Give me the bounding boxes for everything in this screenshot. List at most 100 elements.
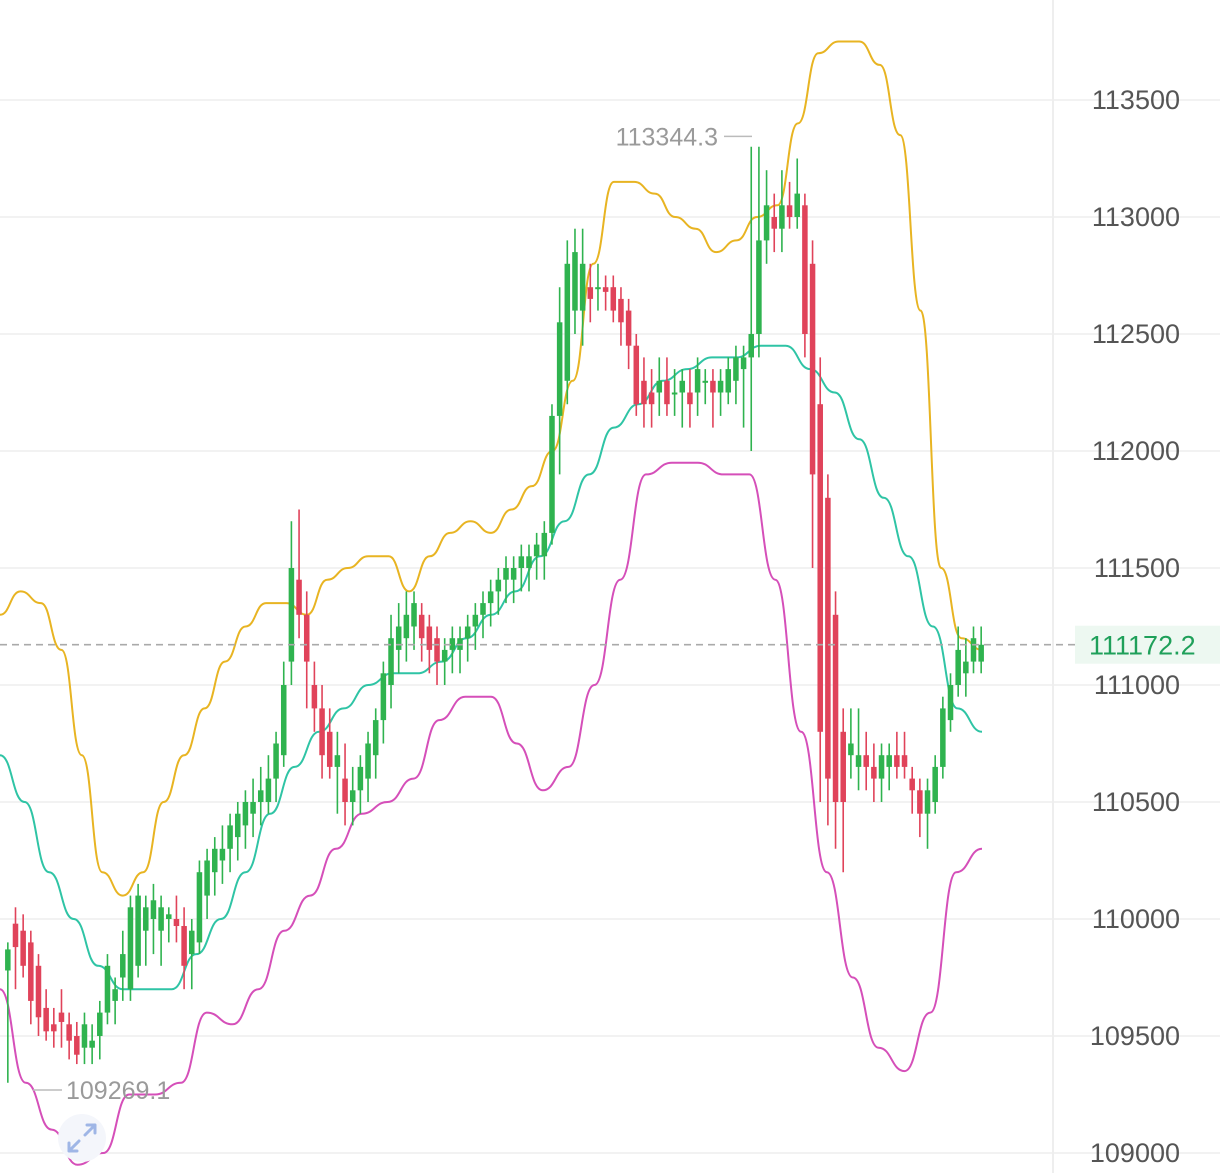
candle-body: [150, 900, 157, 919]
candle-body: [227, 825, 233, 849]
candle: [794, 158, 800, 229]
y-tick-label: 110500: [1092, 787, 1180, 817]
candle-body: [963, 661, 969, 674]
candle-body: [403, 614, 410, 639]
candle: [280, 661, 287, 767]
candle-body: [687, 392, 693, 405]
expand-icon[interactable]: [58, 1114, 106, 1162]
candle: [924, 778, 931, 849]
high-price-annotation: 113344.3: [616, 123, 718, 151]
candle: [411, 591, 417, 650]
candle: [579, 228, 586, 346]
candle-body: [296, 579, 302, 615]
candle-body: [679, 380, 686, 393]
candle: [457, 626, 463, 674]
candle: [779, 170, 785, 253]
candle-body: [533, 544, 540, 557]
candle-body: [771, 217, 777, 229]
candle: [303, 591, 310, 709]
candle: [357, 755, 364, 814]
candle-body: [311, 685, 318, 709]
candle: [871, 743, 877, 802]
candle: [694, 357, 701, 416]
candle: [564, 240, 571, 405]
candle-body: [127, 907, 134, 990]
candle: [786, 181, 793, 229]
candle: [802, 193, 808, 358]
candle-body: [257, 790, 264, 802]
candle-body: [372, 720, 379, 756]
candle-body: [664, 380, 670, 405]
candle: [464, 614, 471, 662]
candle: [671, 369, 678, 416]
candle: [388, 614, 394, 709]
grid-lines: [0, 99, 1220, 1154]
candle: [533, 532, 540, 580]
candle-body: [733, 357, 739, 381]
candle-body: [12, 923, 19, 948]
candle-body: [871, 766, 877, 779]
candle-body: [418, 614, 425, 639]
candle-body: [158, 907, 164, 931]
candle-body: [671, 392, 678, 395]
candle: [365, 731, 371, 802]
last-price-marker: 111172.2: [0, 625, 1220, 664]
candle-body: [250, 802, 256, 814]
candle-body: [840, 731, 846, 802]
candle-body: [196, 872, 203, 943]
candle: [181, 907, 187, 990]
candle-body: [909, 778, 915, 791]
candle-body: [894, 755, 900, 767]
candle-body: [20, 930, 26, 966]
candle-body: [334, 755, 341, 767]
candle-body: [579, 263, 586, 311]
candle-body: [273, 743, 279, 779]
candle-body: [319, 708, 325, 756]
candle-body: [549, 415, 555, 533]
candle-body: [901, 755, 908, 767]
candle: [58, 989, 65, 1048]
candle-body: [625, 310, 632, 346]
candle: [326, 708, 333, 779]
candle-body: [748, 334, 755, 358]
bollinger-bands: [0, 40, 983, 1166]
candles: [5, 146, 984, 1083]
y-tick-label: 109500: [1090, 1021, 1180, 1051]
candle: [296, 509, 302, 639]
candle-body: [556, 322, 563, 416]
candle: [618, 287, 624, 346]
candle: [150, 883, 157, 955]
candle: [189, 919, 195, 990]
candle: [656, 357, 663, 416]
candle-body: [710, 380, 716, 393]
candle: [257, 766, 264, 826]
y-tick-label: 111000: [1094, 670, 1180, 700]
candle-body: [848, 743, 854, 756]
candle-body: [510, 568, 517, 580]
candle: [426, 614, 433, 674]
candle-body: [817, 404, 823, 732]
candle-body: [832, 614, 839, 802]
candle-body: [618, 298, 624, 323]
candle: [319, 685, 325, 779]
candle: [173, 895, 180, 943]
candle: [127, 895, 134, 1001]
candle-body: [28, 942, 34, 1001]
candle-body: [58, 1012, 65, 1022]
candle-body: [51, 1024, 57, 1032]
candle: [81, 1012, 88, 1065]
candle: [840, 708, 846, 873]
y-tick-label: 113000: [1092, 202, 1180, 232]
candle: [227, 813, 233, 873]
last-price-box: [1075, 625, 1220, 664]
candle-body: [694, 369, 701, 393]
candle: [909, 766, 915, 814]
candle-body: [5, 949, 11, 971]
candle-body: [725, 369, 732, 393]
candle: [556, 287, 563, 475]
candle: [595, 263, 601, 311]
candle-body: [288, 568, 295, 662]
candle-body: [572, 252, 578, 311]
candle: [518, 544, 525, 592]
